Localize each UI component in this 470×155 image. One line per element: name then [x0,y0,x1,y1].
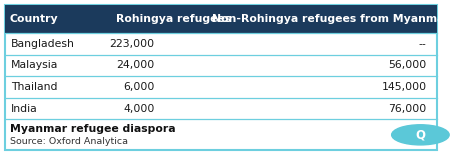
Text: 145,000: 145,000 [381,82,426,92]
Circle shape [392,125,449,145]
Text: India: India [11,104,38,113]
Text: Non-Rohingya refugees from Myanmar: Non-Rohingya refugees from Myanmar [212,14,450,24]
Text: 24,000: 24,000 [116,60,154,70]
Text: Rohingya refugees: Rohingya refugees [116,14,231,24]
Text: 4,000: 4,000 [123,104,154,113]
Text: Source: Oxford Analytica: Source: Oxford Analytica [10,137,128,146]
Text: Malaysia: Malaysia [11,60,58,70]
Text: Bangladesh: Bangladesh [11,39,75,49]
Text: 6,000: 6,000 [123,82,154,92]
Text: 223,000: 223,000 [109,39,154,49]
Text: Q: Q [415,128,425,141]
Text: Country: Country [10,14,58,24]
Text: 56,000: 56,000 [388,60,426,70]
Text: 76,000: 76,000 [388,104,426,113]
Text: Myanmar refugee diaspora: Myanmar refugee diaspora [10,124,175,134]
Text: --: -- [419,39,426,49]
Text: Thailand: Thailand [11,82,57,92]
Bar [5,5,437,33]
